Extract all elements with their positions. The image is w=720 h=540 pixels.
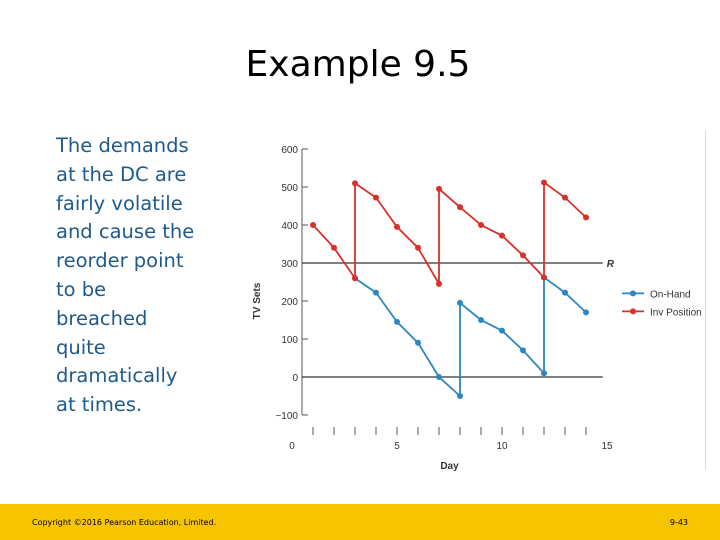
series-line-0 <box>354 275 587 399</box>
series-point-0 <box>436 374 442 380</box>
series-point-1 <box>310 222 316 228</box>
page-number: 9-43 <box>669 518 688 527</box>
legend-label-0: On-Hand <box>650 289 691 300</box>
series-point-1 <box>457 204 463 211</box>
copyright-text: Copyright ©2016 Pearson Education, Limit… <box>32 518 217 527</box>
x-axis-label: Day <box>440 461 459 472</box>
series-point-1 <box>562 194 568 201</box>
series-point-1 <box>331 244 337 251</box>
inventory-chart: 600 500 400 300 200 100 0 −100 TV Sets R 0 5 10 15 Day… <box>250 130 706 480</box>
series-point-0 <box>394 318 400 325</box>
y-tick-label: 300 <box>281 259 298 270</box>
series-point-1 <box>394 223 400 230</box>
series-point-0 <box>373 289 379 296</box>
series-point-0 <box>562 289 568 296</box>
y-tick-label: 100 <box>281 335 298 346</box>
y-tick-label: −100 <box>275 411 298 422</box>
chart-border-line <box>705 130 706 470</box>
y-tick-label: 600 <box>281 145 298 156</box>
series-point-0 <box>415 339 421 346</box>
series-point-1 <box>541 179 547 186</box>
series-point-1 <box>520 252 526 259</box>
y-tick-label: 0 <box>292 373 298 384</box>
y-tick-label: 500 <box>281 183 298 194</box>
footer-bar: Copyright ©2016 Pearson Education, Limit… <box>0 504 720 540</box>
slide-body-text: The demands at the DC are fairly volatil… <box>56 134 195 417</box>
reorder-point-label: R <box>607 259 615 270</box>
series-point-0 <box>478 317 484 323</box>
series-point-1 <box>415 244 421 251</box>
series-point-1 <box>436 185 442 192</box>
x-tick-label: 5 <box>394 441 400 452</box>
series-point-1 <box>499 232 505 239</box>
series-point-1 <box>373 194 379 201</box>
series-line-1 <box>312 180 587 288</box>
y-axis-label: TV Sets <box>252 282 263 319</box>
y-tick-label: 400 <box>281 221 298 232</box>
series-point-0 <box>457 393 463 399</box>
series-point-1 <box>541 274 547 281</box>
series-point-0 <box>520 347 526 354</box>
series-point-0 <box>583 309 589 316</box>
x-tick-label: 15 <box>601 441 613 452</box>
x-tick-label: 10 <box>496 441 508 452</box>
slide-title: Example 9.5 <box>245 44 471 85</box>
series-point-1 <box>352 180 358 187</box>
legend-label-1: Inv Position <box>650 307 702 318</box>
series-point-0 <box>499 327 505 334</box>
series-point-1 <box>436 280 442 287</box>
series-point-1 <box>583 214 589 221</box>
legend-marker-0 <box>630 290 636 297</box>
series-point-0 <box>541 370 547 377</box>
series-point-1 <box>352 275 358 282</box>
chart-svg: 600 500 400 300 200 100 0 −100 TV Sets R 0 5 10 15 Day… <box>252 145 702 472</box>
series-point-1 <box>478 222 484 228</box>
legend-marker-1 <box>630 308 636 315</box>
series-point-0 <box>457 299 463 306</box>
y-tick-label: 200 <box>281 297 298 308</box>
x-tick-label: 0 <box>289 441 295 452</box>
